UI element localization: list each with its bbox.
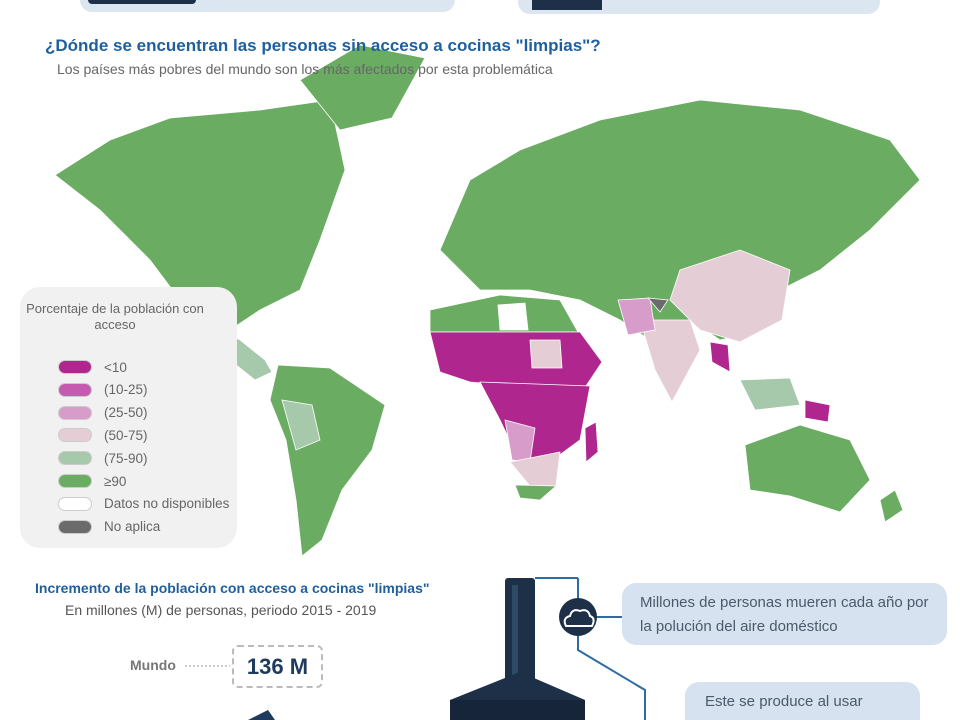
indonesia (739, 377, 801, 411)
legend-item: (25-50) (58, 403, 148, 423)
cloud (563, 609, 595, 627)
chimney-shine (512, 585, 518, 685)
legend-label: Datos no disponibles (104, 496, 230, 512)
legend-swatch (58, 474, 92, 488)
value-box: 136 M (232, 645, 323, 688)
afghanistan (617, 297, 656, 336)
legend-item: Datos no disponibles (58, 494, 229, 514)
legend-label: (75-90) (104, 450, 148, 466)
china (669, 249, 791, 343)
legend-swatch (58, 428, 92, 443)
legend-swatch (58, 360, 92, 374)
note-box: Este se produce al usar (685, 682, 920, 720)
note-box: Millones de personas mueren cada año por… (622, 583, 947, 645)
map-title: ¿Dónde se encuentran las personas sin ac… (45, 36, 601, 55)
australia (744, 424, 871, 513)
legend-item: <10 (58, 357, 127, 377)
top-box (518, 0, 880, 14)
region-label: Mundo (130, 657, 176, 673)
india (639, 319, 701, 403)
legend-item: (50-75) (58, 425, 148, 445)
legend-label: (25-50) (104, 405, 148, 421)
papua (804, 399, 831, 423)
stove-body (450, 700, 585, 720)
world-map (54, 44, 921, 557)
madagascar (584, 421, 599, 463)
map-subtitle: Los países más pobres del mundo son los … (57, 61, 553, 77)
eurasia (439, 99, 921, 341)
legend-item: No aplica (58, 517, 160, 537)
legend-swatch (58, 405, 92, 420)
south-america (269, 364, 386, 557)
andes (281, 399, 321, 451)
legend: Porcentaje de la población con acceso <1… (20, 287, 237, 548)
top-icon (88, 0, 196, 4)
legend-item: (10-25) (58, 380, 148, 400)
legend-title: Porcentaje de la población con acceso (26, 301, 204, 332)
legend-label: (10-25) (104, 382, 148, 398)
stove (450, 577, 646, 720)
new-zealand (879, 489, 904, 523)
legend-swatch (58, 519, 92, 534)
libya (497, 302, 529, 331)
south-africa (514, 484, 558, 501)
legend-swatch (58, 451, 92, 466)
legend-label: (50-75) (104, 427, 148, 443)
section-subtitle: En millones (M) de personas, periodo 201… (65, 602, 377, 618)
top-icon (532, 0, 602, 10)
connector (577, 634, 646, 720)
legend-swatch (58, 382, 92, 397)
central-africa (479, 381, 591, 463)
legend-item: ≥90 (58, 471, 126, 491)
legend-swatch (58, 496, 92, 511)
laos (709, 341, 731, 373)
sudan (529, 339, 563, 369)
legend-label: ≥90 (104, 473, 127, 489)
north-america (54, 99, 346, 331)
bar-corner (248, 710, 275, 720)
greenland (299, 44, 426, 131)
legend-item: (75-90) (58, 448, 148, 468)
kashmir (647, 297, 669, 313)
legend-label: No aplica (104, 519, 161, 535)
legend-label: <10 (104, 359, 127, 375)
section-title: Incremento de la población con acceso a … (35, 580, 430, 596)
